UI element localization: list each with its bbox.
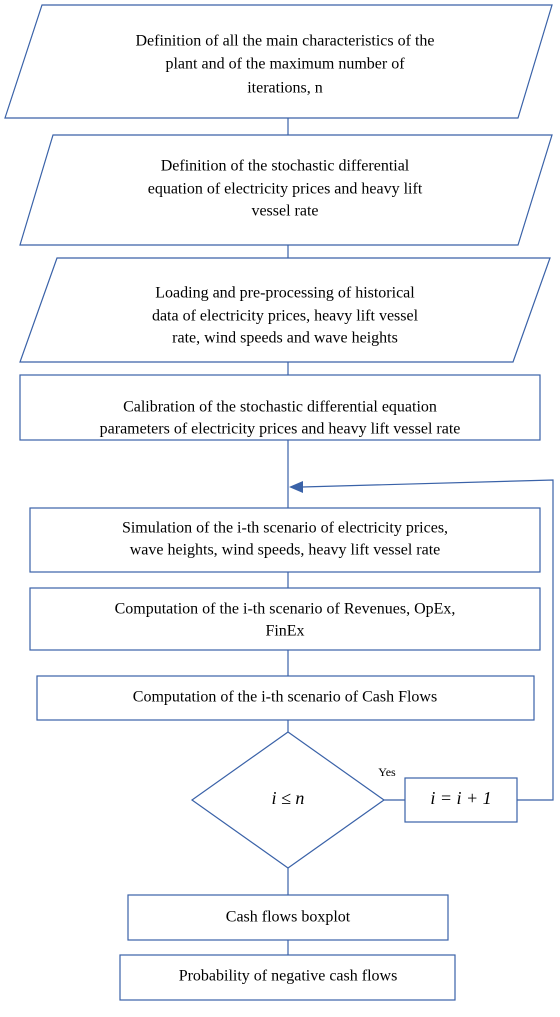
io-box bbox=[4, 4, 553, 119]
node-text: iterations, n bbox=[247, 80, 323, 97]
node-text: Cash flows boxplot bbox=[226, 909, 351, 926]
node-text: rate, wind speeds and wave heights bbox=[172, 330, 398, 347]
decision bbox=[190, 731, 386, 869]
decision-text: i ≤ n bbox=[272, 788, 305, 808]
node-text: Calibration of the stochastic differenti… bbox=[123, 399, 437, 416]
process-box bbox=[29, 507, 541, 573]
node-text: wave heights, wind speeds, heavy lift ve… bbox=[130, 542, 441, 559]
process-box bbox=[404, 777, 518, 823]
node-text: equation of electricity prices and heavy… bbox=[148, 181, 423, 198]
node-text: parameters of electricity prices and hea… bbox=[100, 421, 461, 438]
process-box bbox=[19, 374, 541, 441]
node-text: Definition of all the main characteristi… bbox=[136, 33, 435, 50]
process-box bbox=[127, 894, 449, 941]
node-text: plant and of the maximum number of bbox=[165, 56, 405, 73]
node-text: Computation of the i-th scenario of Cash… bbox=[133, 689, 437, 706]
io-box bbox=[19, 257, 551, 363]
node-text: data of electricity prices, heavy lift v… bbox=[152, 308, 419, 325]
node-text: Definition of the stochastic differentia… bbox=[161, 158, 410, 175]
node-text: vessel rate bbox=[251, 203, 318, 220]
process-box bbox=[29, 587, 541, 651]
node-text: Probability of negative cash flows bbox=[179, 968, 398, 985]
edge-label: Yes bbox=[378, 765, 396, 779]
loop-connector bbox=[301, 479, 554, 801]
node-text: Loading and pre-processing of historical bbox=[155, 285, 415, 302]
process-box bbox=[36, 675, 535, 721]
arrowhead bbox=[289, 481, 303, 493]
process-box bbox=[119, 954, 456, 1001]
node-text: Simulation of the i-th scenario of elect… bbox=[122, 520, 448, 537]
io-box bbox=[19, 134, 553, 246]
node-text: Computation of the i-th scenario of Reve… bbox=[115, 601, 456, 618]
node-text: i = i + 1 bbox=[430, 788, 491, 808]
node-text: FinEx bbox=[265, 623, 304, 640]
